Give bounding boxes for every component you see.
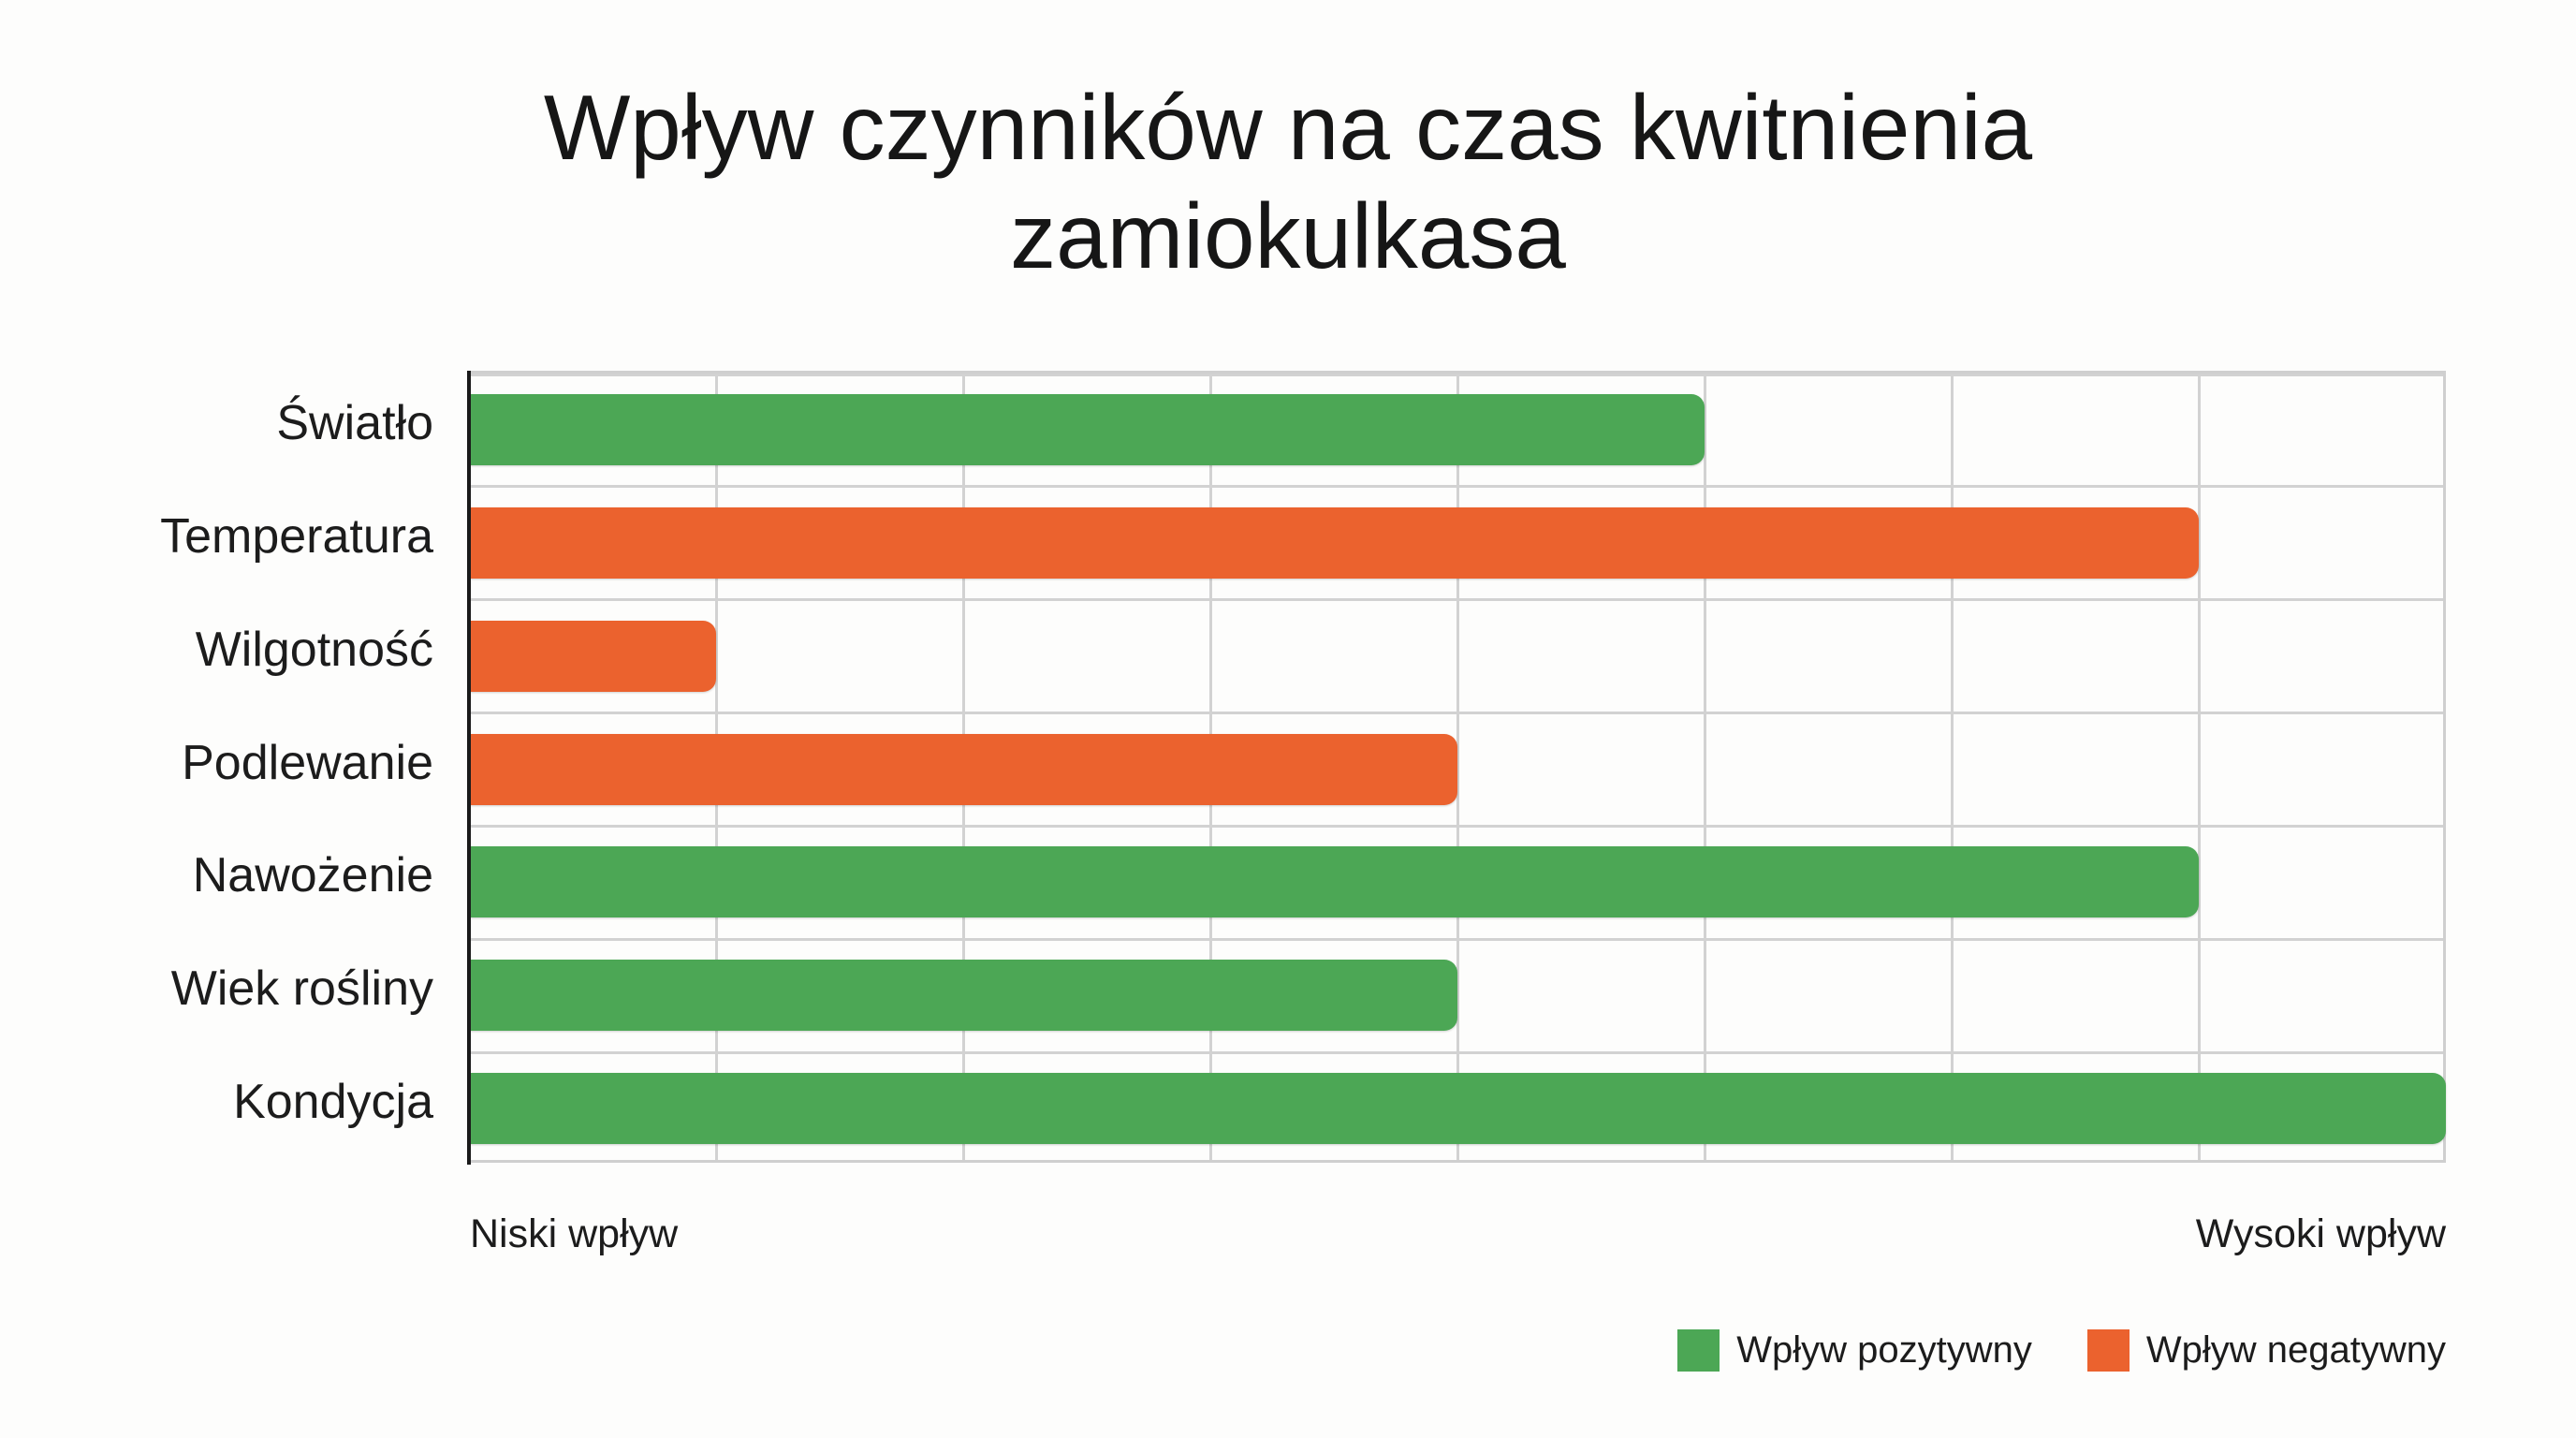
legend: Wpływ pozytywny Wpływ negatywny xyxy=(1677,1329,2446,1372)
bar-negative xyxy=(469,506,2199,579)
category-label: Wilgotność xyxy=(195,622,433,677)
chart-title-line-1: Wpływ czynników na czas kwitnienia xyxy=(543,76,2033,179)
x-axis-low-label: Niski wpływ xyxy=(470,1211,679,1256)
legend-item-positive: Wpływ pozytywny xyxy=(1677,1329,2032,1372)
horizontal-gridline xyxy=(469,598,2443,602)
bar-positive xyxy=(469,1073,2446,1145)
legend-item-negative: Wpływ negatywny xyxy=(2086,1329,2446,1372)
vertical-gridline xyxy=(2197,374,2201,1160)
category-label: Wiek rośliny xyxy=(170,961,433,1017)
positive-swatch-icon xyxy=(1677,1329,1720,1372)
category-label: Kondycja xyxy=(233,1075,433,1130)
vertical-gridline xyxy=(1703,374,1706,1160)
legend-label-positive: Wpływ pozytywny xyxy=(1736,1329,2032,1371)
vertical-gridline xyxy=(1456,374,1459,1160)
x-axis-high-label: Wysoki wpływ xyxy=(2195,1211,2446,1256)
chart-title: Wpływ czynników na czas kwitnienia zamio… xyxy=(0,73,2576,290)
bar-positive xyxy=(469,960,1457,1032)
plot-area xyxy=(469,371,2446,1163)
horizontal-gridline xyxy=(469,712,2443,715)
y-axis-line xyxy=(467,371,471,1165)
horizontal-gridline xyxy=(469,937,2443,941)
horizontal-gridline xyxy=(469,824,2443,828)
category-label: Światło xyxy=(276,396,433,450)
horizontal-gridline xyxy=(469,485,2443,489)
bar-negative xyxy=(469,620,716,692)
horizontal-gridline xyxy=(469,374,2443,376)
chart-title-line-2: zamiokulkasa xyxy=(1010,184,1566,287)
category-label: Temperatura xyxy=(160,508,433,564)
legend-label-negative: Wpływ negatywny xyxy=(2145,1329,2446,1371)
bar-positive xyxy=(469,846,2199,918)
negative-swatch-icon xyxy=(2086,1329,2130,1372)
vertical-gridline xyxy=(1950,374,1954,1160)
bar-positive xyxy=(469,394,1705,465)
horizontal-gridline xyxy=(469,1050,2443,1054)
category-label: Podlewanie xyxy=(182,735,433,790)
bar-negative xyxy=(469,733,1457,805)
category-label: Nawożenie xyxy=(192,848,433,903)
